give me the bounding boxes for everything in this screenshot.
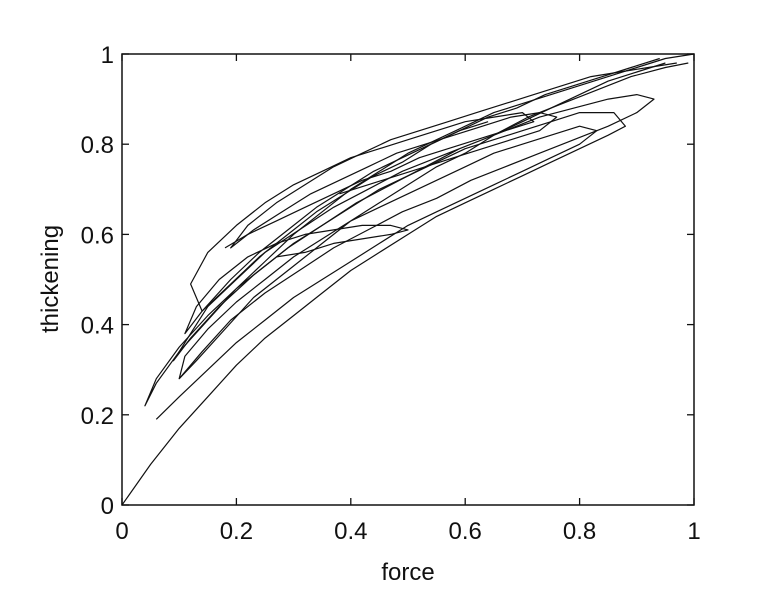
x-tick-label: 0.6 [449,518,482,545]
series-curve-5 [184,121,489,335]
x-tick-label: 1 [687,518,700,545]
y-tick-label: 1 [101,42,114,69]
series-curve-1 [121,53,695,506]
y-tick-label: 0 [101,493,114,520]
x-tick-label: 0.2 [220,518,253,545]
x-tick-label: 0.8 [563,518,596,545]
y-tick-label: 0.2 [81,403,114,430]
series-curve-6 [230,62,677,249]
x-tick-label: 0.4 [334,518,367,545]
axis-ticks [121,53,695,506]
series-curve-4 [190,57,660,312]
plot-frame [121,53,695,506]
x-tick-label: 0 [115,518,128,545]
series-curve-3 [172,62,689,380]
chart-curves [121,53,695,506]
y-tick-label: 0.6 [81,222,114,249]
y-tick-label: 0.4 [81,313,114,340]
y-tick-label: 0.8 [81,132,114,159]
y-axis-label: thickening [37,225,64,333]
series-curve-2 [155,62,666,420]
x-axis-label: force [381,559,434,586]
x-tick-labels: 0 0.2 0.4 0.6 0.8 1 [115,518,700,545]
y-tick-labels: 0 0.2 0.4 0.6 0.8 1 [81,42,114,520]
